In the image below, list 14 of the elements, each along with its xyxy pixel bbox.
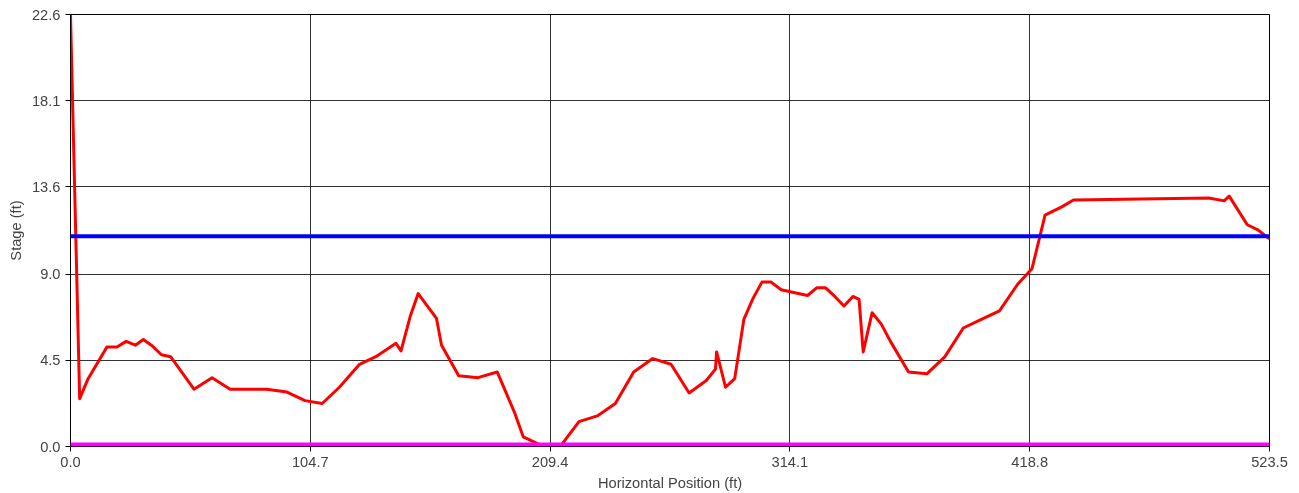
x-tick-label: 104.7 xyxy=(291,453,329,470)
y-axis-title: Stage (ft) xyxy=(7,200,24,261)
y-tick-label: 18.1 xyxy=(31,92,61,109)
y-tick-label: 9.0 xyxy=(40,266,61,283)
y-tick-label: 4.5 xyxy=(40,352,61,369)
x-tick-label: 209.4 xyxy=(531,453,569,470)
x-tick-label: 0.0 xyxy=(60,453,81,470)
x-tick-label: 314.1 xyxy=(771,453,809,470)
y-tick-label: 13.6 xyxy=(31,178,61,195)
y-tick-label: 22.6 xyxy=(31,6,61,23)
y-tick-label: 0.0 xyxy=(40,438,61,455)
x-tick-label: 523.5 xyxy=(1251,453,1288,470)
x-axis-title: Horizontal Position (ft) xyxy=(597,474,743,491)
x-tick-label: 418.8 xyxy=(1011,453,1049,470)
